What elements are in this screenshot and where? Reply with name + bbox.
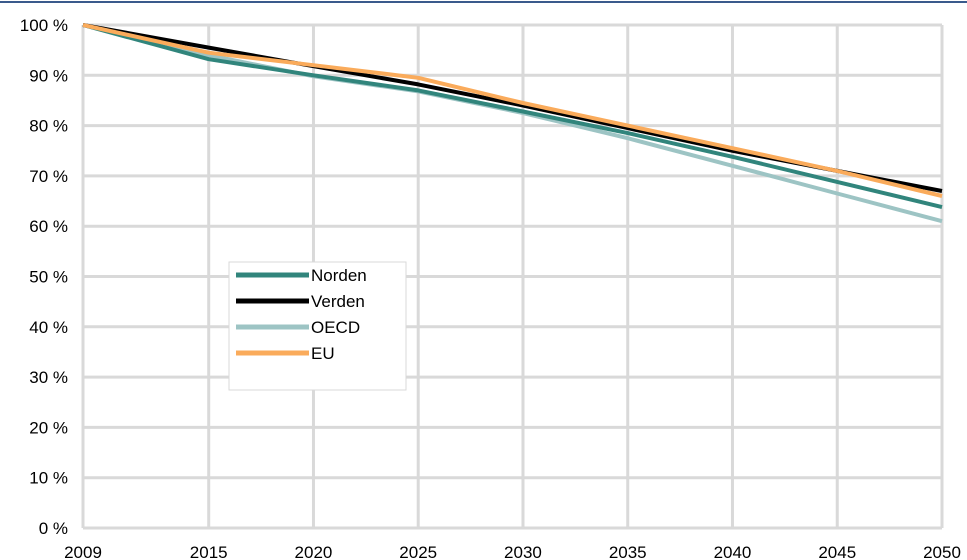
legend-label-verden: Verden (311, 292, 365, 311)
x-tick-label: 2050 (923, 543, 961, 560)
series-lines (82, 23, 943, 224)
x-tick-label: 2025 (399, 543, 437, 560)
y-tick-label: 100 % (20, 16, 68, 35)
y-tick-label: 60 % (29, 217, 68, 236)
y-tick-label: 50 % (29, 268, 68, 287)
x-tick-label: 2045 (818, 543, 856, 560)
x-tick-label: 2015 (190, 543, 228, 560)
y-tick-label: 10 % (29, 469, 68, 488)
x-axis-ticks: 2009 2015 2020 2025 2030 2035 2040 2045 2050 (64, 543, 961, 560)
gridlines (81, 23, 944, 530)
legend-label-eu: EU (311, 344, 335, 363)
legend-label-oecd: OECD (311, 318, 360, 337)
legend-label-norden: Norden (311, 266, 367, 285)
x-tick-label: 2020 (295, 543, 333, 560)
legend: Norden Verden OECD EU (228, 261, 407, 391)
x-tick-label: 2035 (609, 543, 647, 560)
y-tick-label: 80 % (29, 117, 68, 136)
series-line-norden (82, 23, 943, 210)
x-tick-label: 2030 (504, 543, 542, 560)
y-tick-label: 30 % (29, 368, 68, 387)
y-tick-label: 40 % (29, 318, 68, 337)
y-tick-label: 90 % (29, 66, 68, 85)
series-line-eu (82, 23, 943, 198)
y-tick-label: 0 % (39, 519, 68, 538)
x-tick-label: 2040 (714, 543, 752, 560)
y-tick-label: 70 % (29, 167, 68, 186)
y-axis-ticks: 0 % 10 % 20 % 30 % 40 % 50 % 60 % 70 % 80 % 90 % 1… (20, 16, 68, 538)
x-tick-label: 2009 (64, 543, 102, 560)
y-tick-label: 20 % (29, 418, 68, 437)
